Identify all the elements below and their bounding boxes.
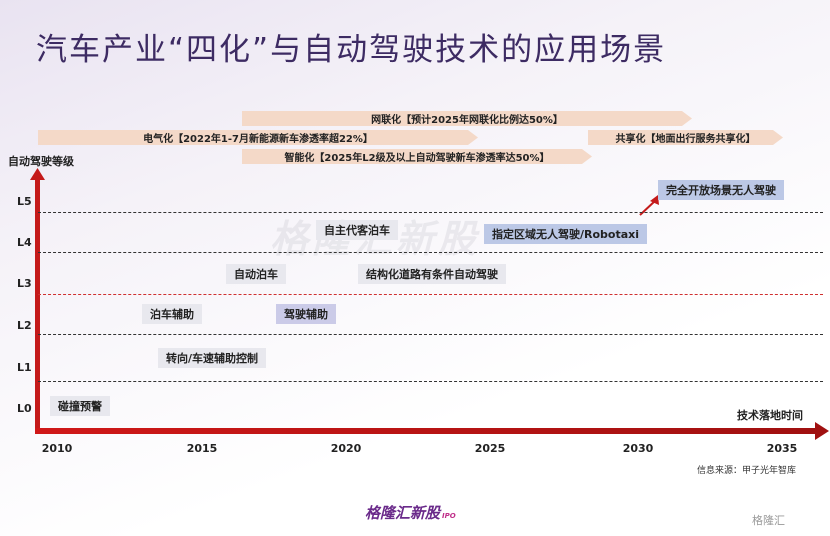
band-smart: 智能化【2025年L2级及以上自动驾驶新车渗透率达50%】 (242, 149, 592, 164)
feature-collision-warning: 碰撞预警 (50, 396, 110, 416)
level-line-l3 (38, 294, 823, 295)
level-line-l4 (38, 252, 823, 253)
band-network: 网联化【预计2025年网联化比例达50%】 (242, 111, 692, 126)
y-axis-arrow (30, 168, 45, 180)
year-2015: 2015 (186, 442, 218, 455)
level-l5: L5 (17, 195, 32, 208)
level-line-l2 (38, 334, 823, 335)
level-l4: L4 (17, 236, 32, 249)
highlight-arrowhead (650, 195, 659, 205)
feature-driving-assist: 驾驶辅助 (276, 304, 336, 324)
level-l1: L1 (17, 361, 32, 374)
feature-full-autonomy: 完全开放场景无人驾驶 (658, 180, 784, 200)
page-title: 汽车产业“四化”与自动驾驶技术的应用场景 (36, 32, 667, 68)
x-axis-arrow (815, 422, 829, 440)
feature-auto-parking: 自动泊车 (226, 264, 286, 284)
x-axis-label: 技术落地时间 (737, 409, 803, 422)
corner-logo: 格隆汇 (752, 514, 785, 527)
brand-logo: 格隆汇新股 IPO (365, 504, 456, 522)
source-note: 信息来源：甲子光年智库 (697, 466, 797, 476)
level-l3: L3 (17, 277, 32, 290)
y-axis (35, 178, 40, 433)
year-2035: 2035 (766, 442, 798, 455)
y-axis-label: 自动驾驶等级 (8, 155, 74, 168)
year-2020: 2020 (330, 442, 362, 455)
feature-robotaxi: 指定区域无人驾驶/Robotaxi (484, 224, 648, 244)
level-l2: L2 (17, 319, 32, 332)
level-line-l1 (38, 381, 823, 382)
level-l0: L0 (17, 402, 32, 415)
band-share: 共享化【地面出行服务共享化】 (588, 130, 783, 145)
year-2030: 2030 (622, 442, 654, 455)
band-electric: 电气化【2022年1-7月新能源新车渗透率超22%】 (38, 130, 478, 145)
feature-valet-parking: 自主代客泊车 (316, 220, 398, 240)
feature-parking-assist: 泊车辅助 (142, 304, 202, 324)
level-line-l5 (38, 212, 823, 213)
year-2025: 2025 (474, 442, 506, 455)
feature-steering-speed-assist: 转向/车速辅助控制 (158, 348, 267, 368)
x-axis (35, 428, 817, 434)
year-2010: 2010 (41, 442, 73, 455)
feature-structured-road: 结构化道路有条件自动驾驶 (358, 264, 506, 284)
